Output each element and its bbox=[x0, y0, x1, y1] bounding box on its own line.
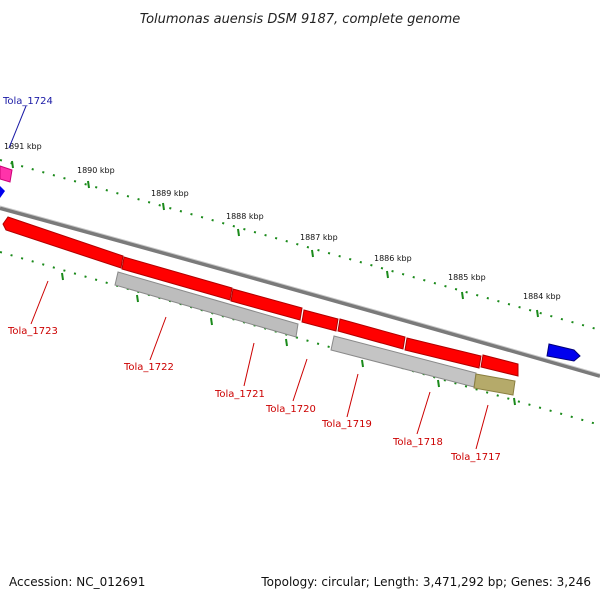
scale-labels: 1891 kbp 1890 kbp 1889 kbp 1888 kbp 1887… bbox=[4, 142, 561, 301]
rna-grey-track bbox=[114, 271, 516, 396]
label-leaders bbox=[8, 105, 489, 450]
pink-feature bbox=[0, 165, 13, 183]
gene-label-tola-1721: Tola_1721 bbox=[214, 389, 265, 400]
blue-feature-left bbox=[0, 186, 5, 198]
gene-1720-feature bbox=[301, 309, 339, 332]
topology-text: Topology: circular; Length: 3,471,292 bp… bbox=[260, 575, 591, 589]
outer-major-ticks bbox=[11, 160, 539, 318]
gene-label-tola-1724: Tola_1724 bbox=[2, 96, 53, 107]
blue-feature-right bbox=[546, 343, 581, 362]
accession-text: Accession: NC_012691 bbox=[9, 575, 145, 589]
scale-label-1884: 1884 kbp bbox=[523, 292, 561, 301]
gene-1723-feature bbox=[2, 216, 124, 269]
scale-label-1885: 1885 kbp bbox=[448, 273, 486, 282]
gene-1718-feature bbox=[404, 337, 482, 369]
gene-label-tola-1723: Tola_1723 bbox=[7, 326, 58, 337]
gene-1717-feature bbox=[480, 354, 519, 377]
gene-1719-feature bbox=[337, 318, 406, 350]
scale-label-1888: 1888 kbp bbox=[226, 212, 264, 221]
gene-1721-feature bbox=[121, 256, 233, 301]
gene-1720a-feature bbox=[230, 288, 303, 321]
gene-label-tola-1722: Tola_1722 bbox=[123, 362, 174, 373]
map-title: Tolumonas auensis DSM 9187, complete gen… bbox=[140, 12, 461, 27]
gene-1717b-feature bbox=[473, 373, 516, 396]
gene-labels: Tola_1724 Tola_1723 Tola_1722 Tola_1721 … bbox=[2, 96, 501, 463]
cds-red-track bbox=[2, 216, 519, 377]
inner-major-ticks bbox=[61, 272, 516, 406]
inner-tick-track bbox=[0, 251, 600, 426]
gene-label-tola-1719: Tola_1719 bbox=[321, 419, 372, 430]
scale-label-1889: 1889 kbp bbox=[151, 189, 189, 198]
gene-label-tola-1717: Tola_1717 bbox=[450, 452, 501, 463]
scale-label-1886: 1886 kbp bbox=[374, 254, 412, 263]
gene-1722-feature bbox=[114, 271, 299, 338]
scale-label-1891: 1891 kbp bbox=[4, 142, 42, 151]
scale-label-1890: 1890 kbp bbox=[77, 166, 115, 175]
gene-label-tola-1720: Tola_1720 bbox=[265, 404, 316, 415]
scale-label-1887: 1887 kbp bbox=[300, 233, 338, 242]
genome-backbone bbox=[0, 206, 600, 378]
gene-label-tola-1718: Tola_1718 bbox=[392, 437, 443, 448]
